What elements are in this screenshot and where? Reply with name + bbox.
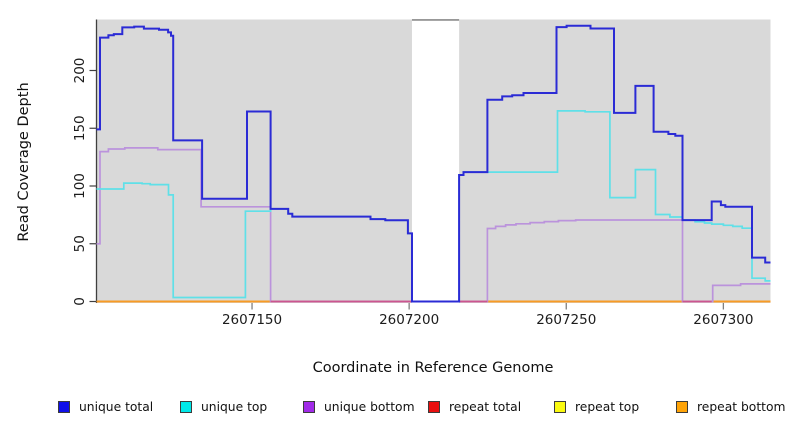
series-line-unique-bottom: [96, 147, 771, 303]
legend: unique total unique top unique bottom repea…: [0, 396, 792, 420]
series-line-unique-top: [96, 110, 771, 303]
x-tick-label: 2607300: [693, 312, 753, 328]
legend-label: repeat total: [449, 400, 522, 414]
y-tick-label: 0: [72, 297, 88, 306]
legend-swatch-icon: [676, 401, 688, 413]
y-tick-label: 200: [72, 58, 88, 84]
legend-item-repeat-bottom: repeat bottom: [676, 396, 785, 418]
legend-item-unique-total: unique total: [58, 396, 153, 418]
y-tick-label: 100: [72, 173, 88, 199]
y-tick-label: 150: [72, 115, 88, 141]
legend-label: unique bottom: [324, 400, 415, 414]
legend-label: repeat top: [575, 400, 640, 414]
no-data-gap: [411, 19, 460, 307]
y-axis-title: Read Coverage Depth: [16, 82, 32, 242]
x-axis-title: Coordinate in Reference Genome: [312, 360, 554, 376]
legend-swatch-icon: [180, 401, 192, 413]
legend-item-unique-top: unique top: [180, 396, 267, 418]
y-tick-label: 50: [72, 235, 88, 252]
legend-label: unique total: [79, 400, 154, 414]
legend-swatch-icon: [554, 401, 566, 413]
legend-item-repeat-top: repeat top: [554, 396, 639, 418]
legend-item-unique-bottom: unique bottom: [303, 396, 415, 418]
series-line-unique-total: [96, 24, 771, 303]
x-tick-label: 2607200: [379, 312, 439, 328]
x-tick-label: 2607250: [536, 312, 596, 328]
legend-swatch-icon: [428, 401, 440, 413]
legend-label: repeat bottom: [697, 400, 786, 414]
legend-label: unique top: [201, 400, 268, 414]
x-tick-label: 2607150: [222, 312, 282, 328]
legend-swatch-icon: [303, 401, 315, 413]
legend-item-repeat-total: repeat total: [428, 396, 521, 418]
legend-swatch-icon: [58, 401, 70, 413]
